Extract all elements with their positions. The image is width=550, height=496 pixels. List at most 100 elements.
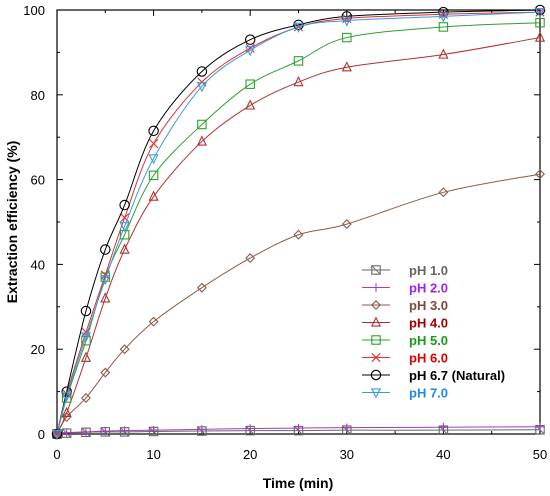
- data-point: [100, 275, 111, 286]
- legend-marker: [370, 369, 382, 381]
- data-point: [342, 423, 351, 432]
- legend-label: pH 6.0: [409, 351, 448, 366]
- data-point: [51, 429, 63, 441]
- data-point: [293, 76, 304, 87]
- legend-label: pH 5.0: [409, 333, 448, 348]
- series-layer: [51, 4, 546, 441]
- data-point: [245, 99, 256, 110]
- legend-item: pH 7.0: [362, 386, 448, 401]
- legend-item: pH 2.0: [362, 281, 448, 296]
- data-point: [535, 17, 545, 28]
- legend-marker: [371, 335, 381, 345]
- data-point: [245, 43, 255, 53]
- data-point: [148, 190, 159, 201]
- data-point: [342, 32, 352, 43]
- data-point: [293, 229, 304, 240]
- legend-item: pH 1.0: [362, 263, 448, 278]
- data-point: [62, 428, 71, 437]
- y-tick-label: 0: [38, 427, 45, 442]
- series-line: [56, 37, 541, 435]
- y-axis-label: Extraction efficiency (%): [4, 141, 20, 304]
- x-tick-label: 40: [436, 447, 450, 462]
- legend-item: pH 6.0: [362, 351, 448, 366]
- data-point: [244, 34, 256, 45]
- y-tick-label: 40: [31, 257, 45, 272]
- data-point: [80, 305, 92, 317]
- series-line: [56, 173, 541, 435]
- data-point: [197, 425, 207, 434]
- y-tick-label: 80: [31, 88, 45, 103]
- data-point: [438, 48, 449, 59]
- data-point: [438, 22, 449, 32]
- series-ph-7-0: [51, 7, 546, 441]
- series-line: [56, 9, 541, 435]
- legend-marker: [371, 352, 381, 363]
- series-ph-3-0: [52, 169, 545, 439]
- data-point: [197, 119, 207, 130]
- legend-label: pH 7.0: [409, 386, 448, 401]
- data-point: [196, 66, 208, 77]
- data-point: [149, 138, 159, 149]
- data-point: [196, 135, 207, 146]
- x-tick-label: 30: [340, 447, 354, 462]
- legend-marker: [371, 300, 381, 310]
- data-point: [148, 316, 159, 327]
- data-point: [535, 422, 545, 431]
- data-point: [293, 56, 304, 66]
- data-point: [148, 170, 159, 181]
- legend-label: pH 3.0: [409, 298, 448, 313]
- data-point: [61, 406, 72, 417]
- data-point: [196, 82, 207, 93]
- data-point: [245, 46, 256, 57]
- data-point: [61, 412, 72, 423]
- legend-marker: [370, 388, 382, 399]
- data-point: [439, 423, 448, 432]
- legend-label: pH 6.7 (Natural): [409, 368, 505, 383]
- data-point: [119, 344, 130, 355]
- legend-label: pH 4.0: [409, 316, 448, 331]
- legend-label: pH 1.0: [409, 263, 448, 278]
- data-point: [341, 61, 352, 72]
- data-point: [245, 253, 256, 264]
- x-tick-label: 0: [53, 447, 60, 462]
- data-point: [148, 154, 159, 165]
- data-point: [438, 187, 449, 198]
- data-point: [148, 125, 159, 137]
- data-point: [100, 292, 111, 303]
- data-point: [245, 79, 255, 89]
- data-point: [119, 199, 130, 211]
- x-tick-label: 10: [146, 447, 160, 462]
- data-point: [81, 392, 91, 403]
- legend-marker: [371, 283, 381, 292]
- y-tick-label: 100: [23, 3, 45, 18]
- x-tick-label: 50: [533, 447, 547, 462]
- data-point: [120, 213, 130, 223]
- data-point: [341, 219, 352, 230]
- data-point: [119, 243, 130, 254]
- series-ph-4-0: [51, 31, 546, 439]
- x-axis-label: Time (min): [263, 475, 334, 491]
- series-line: [56, 11, 541, 435]
- data-point: [196, 282, 207, 293]
- data-point: [535, 169, 545, 180]
- data-point: [294, 423, 303, 433]
- data-point: [293, 19, 304, 31]
- y-tick-label: 20: [31, 342, 45, 357]
- x-tick-label: 20: [243, 447, 257, 462]
- legend-marker: [371, 265, 381, 275]
- data-point: [534, 7, 546, 19]
- axis-ticks: 0 10 20 30 40 50 0 20 40 60 80 100: [23, 3, 547, 462]
- legend-label: pH 2.0: [409, 281, 448, 296]
- data-point: [101, 426, 110, 436]
- data-point: [100, 244, 111, 255]
- data-point: [534, 31, 546, 42]
- data-point: [534, 4, 546, 16]
- y-tick-label: 60: [31, 173, 45, 188]
- legend-item: pH 4.0: [362, 316, 448, 331]
- legend: pH 1.0 pH 2.0 pH 3.0 pH 4.0 pH 5.0 pH 6.0 pH 6…: [362, 263, 505, 401]
- data-point: [120, 426, 129, 435]
- legend-item: pH 6.7 (Natural): [362, 368, 505, 383]
- legend-item: pH 5.0: [362, 333, 448, 348]
- legend-item: pH 3.0: [362, 298, 448, 313]
